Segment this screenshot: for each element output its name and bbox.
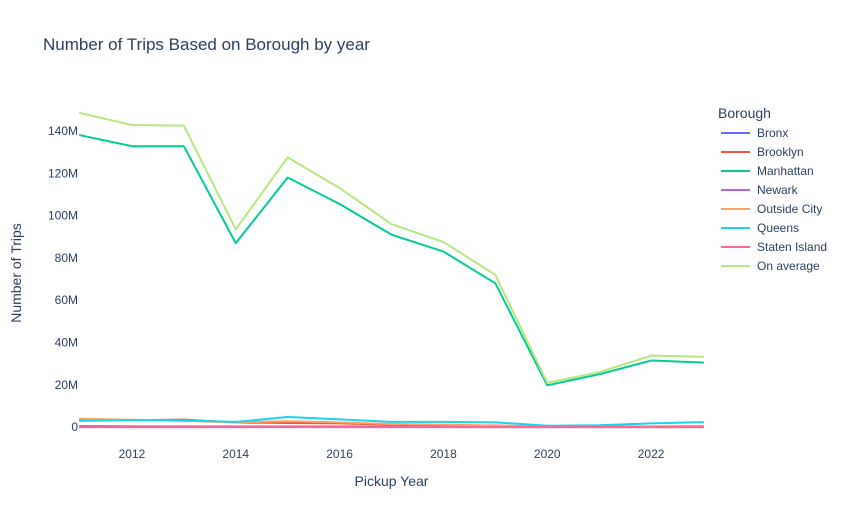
y-tick-label: 80M <box>55 251 78 265</box>
legend-label: Staten Island <box>757 240 827 254</box>
legend-label: Outside City <box>757 202 822 216</box>
legend-label: On average <box>757 259 820 273</box>
x-tick-label: 2022 <box>638 447 665 461</box>
legend-label: Newark <box>757 183 799 197</box>
x-tick-label: 2018 <box>430 447 457 461</box>
legend-label: Brooklyn <box>757 145 804 159</box>
legend-title: Borough <box>718 105 771 121</box>
y-tick-label: 0 <box>71 420 78 434</box>
legend-label: Bronx <box>757 126 788 140</box>
legend-label: Manhattan <box>757 164 814 178</box>
x-tick-label: 2020 <box>534 447 561 461</box>
chart-title: Number of Trips Based on Borough by year <box>43 35 370 54</box>
y-tick-label: 20M <box>55 378 78 392</box>
x-tick-label: 2016 <box>326 447 353 461</box>
y-tick-label: 120M <box>48 166 78 180</box>
y-tick-label: 40M <box>55 336 78 350</box>
x-tick-label: 2012 <box>119 447 146 461</box>
y-tick-label: 60M <box>55 293 78 307</box>
y-tick-label: 140M <box>48 124 78 138</box>
y-tick-label: 100M <box>48 209 78 223</box>
x-tick-label: 2014 <box>222 447 249 461</box>
y-axis-title: Number of Trips <box>8 223 24 323</box>
x-axis-title: Pickup Year <box>355 473 429 489</box>
legend-label: Queens <box>757 221 799 235</box>
